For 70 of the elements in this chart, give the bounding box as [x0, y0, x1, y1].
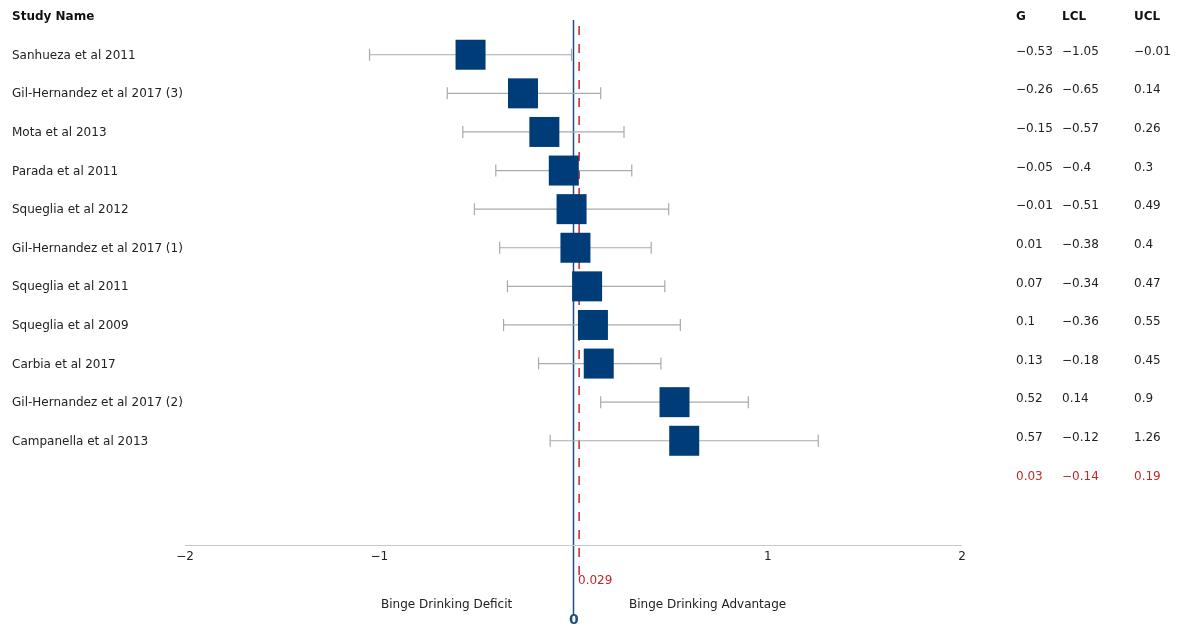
text: −1.05: [1062, 44, 1099, 58]
y-tick-label: Sanhueza et al 2011: [12, 48, 136, 62]
y-tick-label: Gil-Hernandez et al 2017 (1): [12, 241, 183, 255]
y-tick-label: Squeglia et al 2009: [12, 318, 129, 332]
y-tick-label: Gil-Hernandez et al 2017 (3): [12, 86, 183, 100]
x-tick-label: −2: [176, 549, 194, 564]
point: [583, 348, 614, 379]
y-tick-label: Campanella et al 2013: [12, 434, 149, 448]
text: −0.14: [1062, 469, 1099, 483]
text: Binge Drinking Advantage: [629, 597, 787, 611]
point: [669, 425, 700, 456]
text: −0.05: [1016, 160, 1053, 174]
x-tick-label: 1: [763, 549, 772, 564]
y-tick-label: Squeglia et al 2011: [12, 279, 129, 293]
text: −0.53: [1016, 44, 1053, 58]
point: [556, 194, 587, 225]
x-tick-label: −1: [370, 549, 389, 564]
point: [560, 232, 591, 263]
point: [455, 39, 486, 70]
text: 0.14: [1062, 391, 1089, 405]
text: 1.26: [1134, 430, 1161, 444]
text: −0.26: [1016, 82, 1053, 96]
text: −0.57: [1062, 121, 1099, 135]
ref-line-label: 0.029: [578, 573, 613, 587]
text: −0.36: [1062, 314, 1099, 328]
y-tick-label: Squeglia et al 2012: [12, 202, 129, 216]
text: 0.3: [1134, 160, 1154, 174]
text: −0.18: [1062, 353, 1099, 367]
point: [508, 78, 538, 109]
y-tick-label: Gil-Hernandez et al 2017 (2): [12, 395, 183, 409]
text: 0.9: [1134, 391, 1154, 405]
point: [548, 155, 579, 186]
text: 0.1: [1016, 314, 1036, 328]
text: −0.65: [1062, 82, 1099, 96]
text: −0.51: [1062, 198, 1099, 212]
text: UCL: [1134, 9, 1161, 23]
text: 0.55: [1134, 314, 1161, 328]
text: 0.01: [1016, 237, 1043, 251]
text: 0.52: [1016, 391, 1043, 405]
text: 0.19: [1134, 469, 1161, 483]
text: 0.4: [1134, 237, 1154, 251]
text: −0.34: [1062, 276, 1099, 290]
y-tick-label: Mota et al 2013: [12, 125, 107, 139]
point: [529, 116, 560, 147]
text: −0.12: [1062, 430, 1099, 444]
text: Binge Drinking Deficit: [381, 597, 513, 611]
text: 0.47: [1134, 276, 1161, 290]
point: [577, 309, 608, 340]
text: 0.13: [1016, 353, 1043, 367]
text: LCL: [1062, 9, 1087, 23]
point: [572, 271, 603, 302]
text: 0.07: [1016, 276, 1043, 290]
text: 0.14: [1134, 82, 1161, 96]
text: 0.03: [1016, 469, 1043, 483]
text: G: [1016, 9, 1026, 23]
x-tick-label: 2: [958, 549, 966, 564]
y-tick-label: Carbia et al 2017: [12, 357, 116, 371]
y-tick-label: Parada et al 2011: [12, 164, 119, 178]
point: [659, 387, 690, 418]
text: −0.4: [1062, 160, 1092, 174]
text: 0.49: [1134, 198, 1161, 212]
text: 0.26: [1134, 121, 1161, 135]
text: −0.01: [1016, 198, 1053, 212]
text: −0.38: [1062, 237, 1099, 251]
text: 0.45: [1134, 353, 1161, 367]
text: Study Name: [12, 9, 95, 23]
ref-line-label: 0: [569, 611, 579, 627]
text: 0.57: [1016, 430, 1043, 444]
text: −0.01: [1134, 44, 1171, 58]
text: −0.15: [1016, 121, 1053, 135]
